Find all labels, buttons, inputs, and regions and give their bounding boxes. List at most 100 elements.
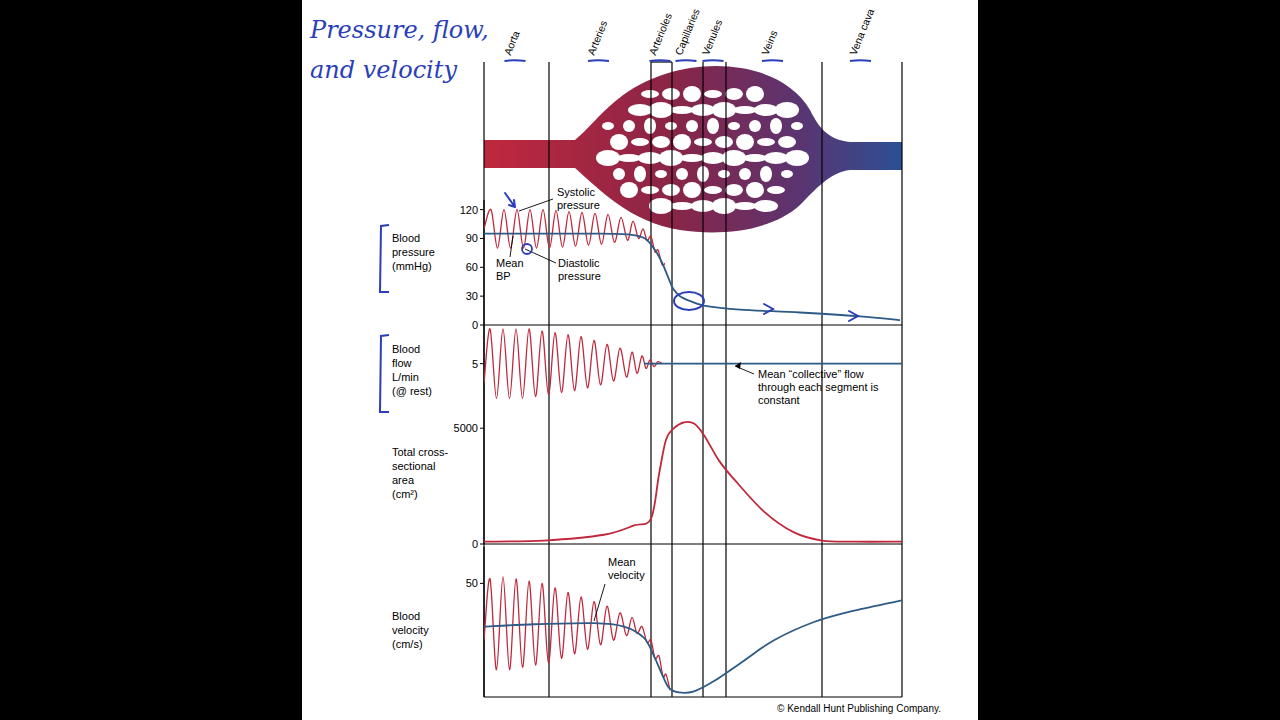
- handwritten-underline: [762, 59, 783, 62]
- vessel-hole: [620, 182, 638, 198]
- vessel-hole: [680, 154, 704, 162]
- y-axis-title: Blood: [392, 343, 420, 355]
- segment-label: Arterioles: [646, 11, 674, 57]
- vessel-hole: [728, 122, 740, 130]
- vessel-hole: [760, 166, 772, 182]
- annotation: MeanBP: [496, 257, 524, 282]
- y-tick-label: 120: [460, 204, 478, 216]
- y-axis-title: (cm²): [392, 488, 418, 500]
- segment-label: Arteries: [585, 19, 610, 57]
- vessel-hole: [610, 134, 628, 150]
- chart-svg: Pressure, flow,and velocityAortaArteries…: [0, 0, 1280, 720]
- vessel-hole: [659, 150, 683, 166]
- y-tick-label: 90: [466, 232, 478, 244]
- annotation-line: Mean: [496, 257, 524, 269]
- vessel-hole: [662, 88, 680, 100]
- vessel-hole: [631, 138, 649, 146]
- handwritten-underline: [650, 59, 671, 62]
- annotation-line: Mean: [608, 556, 636, 568]
- segment-boundary: [650, 62, 651, 697]
- vessel-hole: [683, 182, 701, 198]
- y-tick-label: 60: [466, 261, 478, 273]
- segment-label: Venules: [699, 18, 724, 57]
- annotation: Mean “collective” flowthrough each segme…: [758, 368, 879, 406]
- annotation: Diastolicpressure: [558, 257, 601, 282]
- vessel-hole: [704, 186, 722, 194]
- handwritten-arrow: [505, 193, 515, 207]
- vessel-hole: [767, 186, 785, 194]
- leader-line: [525, 249, 556, 263]
- y-tick: [480, 238, 484, 239]
- vessel-hole: [649, 102, 673, 118]
- vessel-hole: [785, 150, 809, 166]
- annotation: Meanvelocity: [608, 556, 645, 581]
- y-tick: [480, 209, 484, 210]
- handwritten-underline: [676, 59, 697, 62]
- vessel-hole: [683, 86, 701, 102]
- vessel-hole: [718, 170, 730, 178]
- handwritten-circle: [522, 244, 532, 254]
- vessel-hole: [791, 122, 803, 130]
- vessel-hole: [764, 152, 788, 164]
- annotation-line: BP: [496, 270, 511, 282]
- vessel-hole: [743, 154, 767, 162]
- vessel-hole: [712, 102, 736, 118]
- panel-frame: [484, 324, 902, 325]
- vessel-hole: [641, 186, 659, 194]
- y-axis-title: Blood: [392, 610, 420, 622]
- panel: 05000Total cross-sectionalarea(cm²): [392, 412, 902, 550]
- annotation: Systolicpressure: [557, 186, 600, 211]
- vessel-hole: [707, 118, 719, 134]
- y-tick-label: 0: [472, 319, 478, 331]
- handwritten-underline: [588, 59, 609, 62]
- handwritten-chevron: [849, 311, 858, 321]
- annotation-line: velocity: [608, 569, 645, 581]
- vessel-hole: [655, 170, 667, 178]
- segment-boundary: [671, 62, 672, 697]
- handwritten-bracket: [380, 225, 389, 292]
- vessel-hole: [775, 102, 799, 118]
- panel: 0306090120Bloodpressure(mmHg)Systolicpre…: [380, 186, 902, 331]
- panel: 50Bloodvelocity(cm/s)Meanvelocity: [392, 547, 902, 697]
- vessel-hole: [725, 184, 743, 196]
- y-axis-title: L/min: [392, 371, 419, 383]
- title: Pressure, flow,: [309, 16, 489, 44]
- vessel-hole: [736, 134, 754, 150]
- data-line: [484, 234, 900, 321]
- handwritten-underline: [703, 59, 724, 62]
- y-tick: [480, 296, 484, 297]
- y-axis: [483, 200, 484, 325]
- title: and velocity: [310, 56, 457, 84]
- y-tick-label: 0: [472, 538, 478, 550]
- vessel-hole: [746, 182, 764, 198]
- segment-boundary: [548, 62, 549, 697]
- annotation-line: pressure: [558, 270, 601, 282]
- data-line: [644, 363, 902, 365]
- panel-frame: [484, 543, 902, 544]
- y-axis-title: velocity: [392, 624, 429, 636]
- handwritten-circle: [674, 292, 704, 310]
- y-tick-label: 50: [466, 577, 478, 589]
- vessel-hole: [733, 106, 757, 114]
- vessel-hole: [665, 122, 677, 130]
- segment-label: Vena cava: [847, 7, 877, 57]
- y-tick-label: 5: [472, 358, 478, 370]
- vessel-hole: [686, 120, 698, 132]
- vessel-hole: [733, 202, 757, 210]
- handwritten-bracket: [380, 335, 389, 412]
- segment-boundary: [725, 62, 726, 697]
- handwritten-underline: [850, 59, 871, 62]
- y-tick: [480, 428, 484, 429]
- data-line: [484, 422, 902, 542]
- vessel-hole: [754, 200, 778, 212]
- annotation-line: Systolic: [557, 186, 595, 198]
- y-tick: [480, 267, 484, 268]
- y-axis: [483, 325, 484, 412]
- vessel-hole: [725, 88, 743, 100]
- handwritten-underline: [505, 59, 526, 62]
- data-line: [484, 577, 670, 691]
- vessel-hole: [670, 202, 694, 210]
- y-axis-title: sectional: [392, 460, 435, 472]
- vessel-hole: [704, 90, 722, 98]
- annotation-line: pressure: [557, 199, 600, 211]
